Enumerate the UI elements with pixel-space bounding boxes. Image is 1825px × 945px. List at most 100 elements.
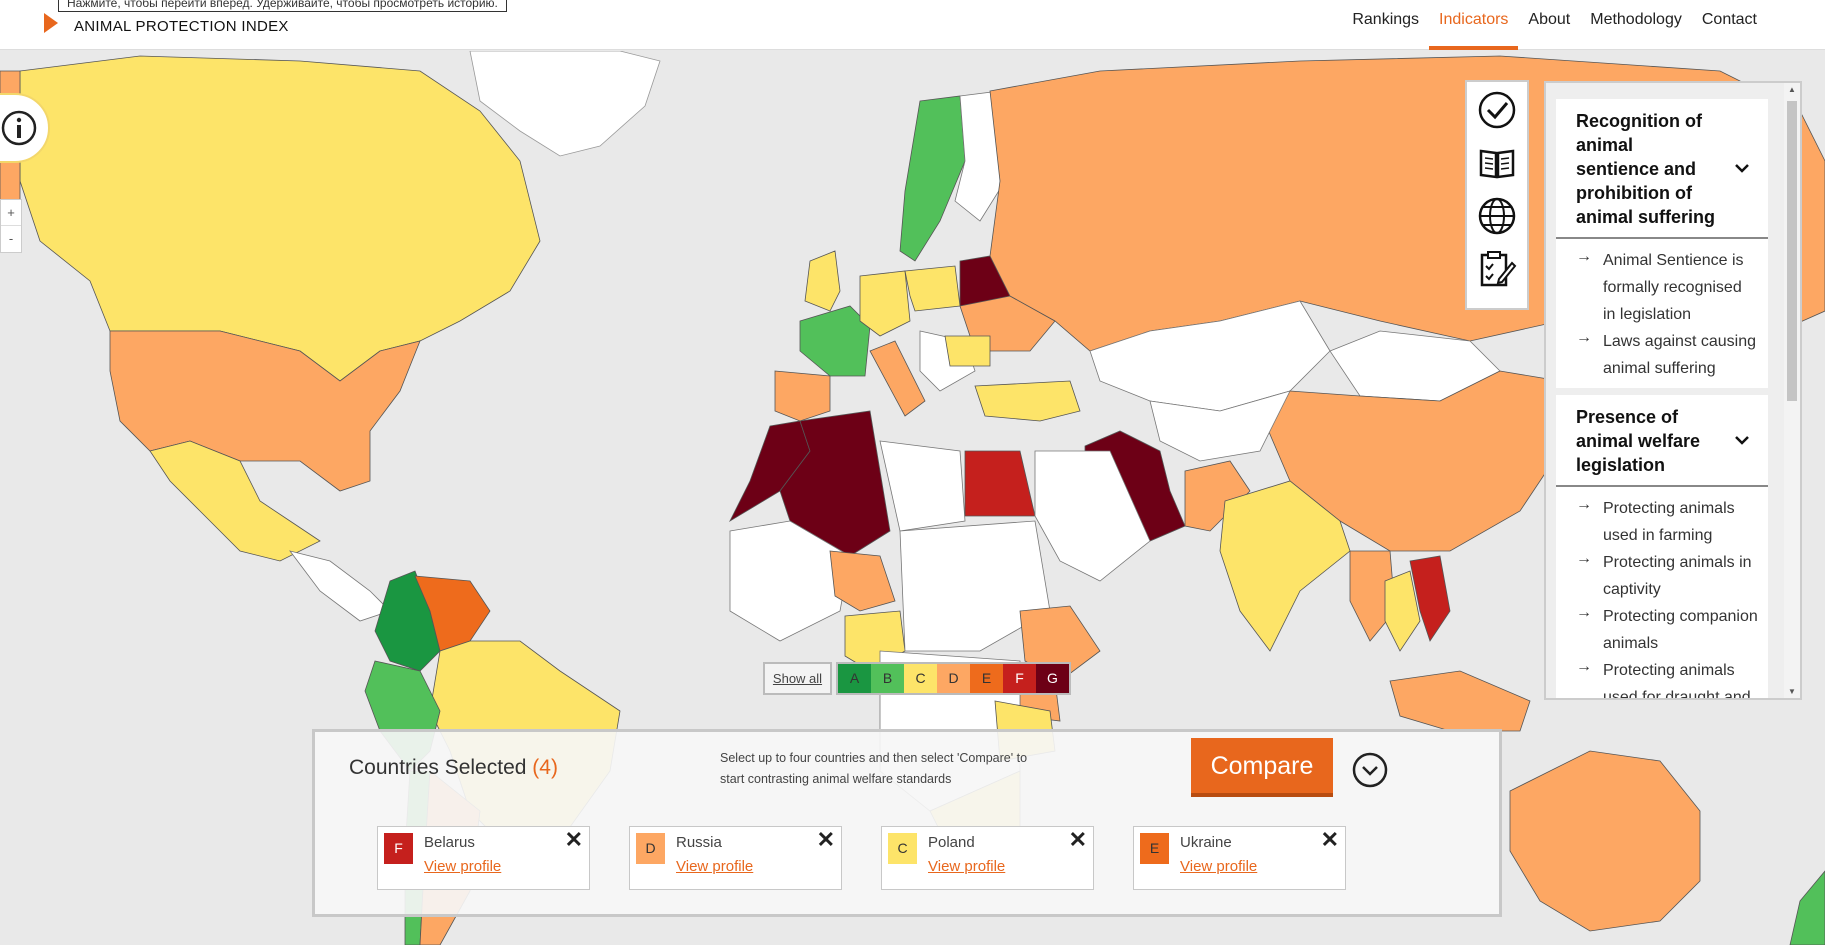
country-libya[interactable] <box>879 440 966 532</box>
chevron-down-icon <box>1735 436 1749 445</box>
grade-f-filter[interactable]: F <box>1003 664 1036 693</box>
countries-selected-label: Countries Selected (4) <box>349 756 558 779</box>
indicator-item[interactable]: → Protecting animals in captivity <box>1576 549 1758 603</box>
scroll-up-icon[interactable]: ▲ <box>1788 85 1796 94</box>
country-india[interactable] <box>1219 480 1351 652</box>
arrow-right-icon: → <box>1576 658 1592 675</box>
view-profile-link[interactable]: View profile <box>1180 858 1258 875</box>
remove-country-icon[interactable]: ✕ <box>1068 827 1087 852</box>
arrow-right-icon: → <box>1576 248 1592 265</box>
country-sudan-chad[interactable] <box>899 520 1051 652</box>
country-indonesia[interactable] <box>1389 670 1531 732</box>
indicator-section-header[interactable]: Presence of animal welfare legislation <box>1556 395 1768 487</box>
indicator-item[interactable]: → Animal Sentience is formally recognised… <box>1576 247 1758 328</box>
scroll-down-icon[interactable]: ▼ <box>1788 687 1796 696</box>
grade-badge: C <box>888 833 917 864</box>
remove-country-icon[interactable]: ✕ <box>816 827 835 852</box>
country-turkey[interactable] <box>974 380 1081 422</box>
country-new-zealand[interactable] <box>1789 870 1825 945</box>
chevron-down-circle-icon <box>1352 752 1388 788</box>
show-all-button[interactable]: Show all <box>763 662 832 695</box>
nav-methodology[interactable]: Methodology <box>1590 11 1682 28</box>
selected-country-card: C Poland View profile ✕ <box>881 826 1094 890</box>
zoom-control: + - <box>0 199 22 253</box>
grade-legend: Show all A B C D E F G <box>763 662 1071 695</box>
tool-clipboard[interactable] <box>1467 244 1527 294</box>
country-arabia[interactable] <box>1034 450 1151 582</box>
arrow-right-icon: → <box>1576 604 1592 621</box>
view-profile-link[interactable]: View profile <box>424 858 502 875</box>
zoom-out-button[interactable]: - <box>8 231 14 246</box>
country-greenland[interactable] <box>469 51 661 157</box>
grade-badge: F <box>384 833 413 864</box>
grade-b-filter[interactable]: B <box>871 664 904 693</box>
country-romania[interactable] <box>944 335 991 367</box>
country-france[interactable] <box>799 305 871 377</box>
grade-badge: E <box>1140 833 1169 864</box>
country-kazakhstan[interactable] <box>1089 300 1331 412</box>
indicators-panel: Recognition of animal sentience and proh… <box>1544 81 1802 700</box>
country-usa[interactable] <box>109 330 421 492</box>
country-uk[interactable] <box>804 250 841 312</box>
indicator-item[interactable]: → Laws against causing animal suffering <box>1576 328 1758 382</box>
nav-about[interactable]: About <box>1528 11 1571 28</box>
selected-country-card: F Belarus View profile ✕ <box>377 826 590 890</box>
tool-check[interactable] <box>1467 85 1527 135</box>
selected-country-card: E Ukraine View profile ✕ <box>1133 826 1346 890</box>
brand-name[interactable]: ANIMAL PROTECTION INDEX <box>74 18 289 35</box>
country-central-asia[interactable] <box>1149 390 1291 462</box>
country-australia[interactable] <box>1509 750 1701 932</box>
country-name: Poland <box>928 834 975 851</box>
scrollbar-thumb[interactable] <box>1787 101 1797 401</box>
view-profile-link[interactable]: View profile <box>928 858 1006 875</box>
chevron-down-icon <box>1735 164 1749 173</box>
country-mexico[interactable] <box>149 440 321 562</box>
main-nav: Rankings Indicators About Methodology Co… <box>1342 0 1767 50</box>
tool-panel <box>1465 80 1529 310</box>
country-germany[interactable] <box>859 270 911 337</box>
country-name: Belarus <box>424 834 475 851</box>
browser-tooltip: Нажмите, чтобы перейти вперед. Удерживай… <box>58 0 507 12</box>
remove-country-icon[interactable]: ✕ <box>1320 827 1339 852</box>
logo-arrow-icon[interactable] <box>44 13 58 33</box>
nav-indicators[interactable]: Indicators <box>1429 0 1519 50</box>
country-west-africa[interactable] <box>729 520 851 642</box>
country-name: Russia <box>676 834 722 851</box>
indicator-section-header[interactable]: Recognition of animal sentience and proh… <box>1556 99 1768 239</box>
indicator-section: Presence of animal welfare legislation →… <box>1556 395 1768 698</box>
book-icon <box>1479 149 1515 179</box>
zoom-in-button[interactable]: + <box>1 200 21 226</box>
selected-count: (4) <box>532 756 558 779</box>
country-vietnam[interactable] <box>1409 555 1451 642</box>
country-myanmar[interactable] <box>1349 550 1396 642</box>
nav-contact[interactable]: Contact <box>1701 11 1757 28</box>
indicator-item[interactable]: → Protecting animals used in farming <box>1576 495 1758 549</box>
tool-globe[interactable] <box>1467 191 1527 241</box>
country-italy[interactable] <box>869 340 926 417</box>
collapse-button[interactable] <box>1352 752 1388 793</box>
indicators-scrollbar[interactable]: ▲ ▼ <box>1784 83 1800 698</box>
indicator-item[interactable]: → Protecting companion animals <box>1576 603 1758 657</box>
compare-button[interactable]: Compare <box>1191 738 1333 797</box>
grade-badge: D <box>636 833 665 864</box>
grade-d-filter[interactable]: D <box>937 664 970 693</box>
country-thailand[interactable] <box>1384 570 1421 652</box>
tool-book[interactable] <box>1467 138 1527 188</box>
grade-a-filter[interactable]: A <box>838 664 871 693</box>
indicator-item[interactable]: → Protecting animals used for draught and <box>1576 657 1758 698</box>
check-circle-icon <box>1478 91 1516 129</box>
country-poland[interactable] <box>904 265 961 312</box>
grade-g-filter[interactable]: G <box>1036 664 1069 693</box>
selected-country-card: D Russia View profile ✕ <box>629 826 842 890</box>
nav-rankings[interactable]: Rankings <box>1352 11 1420 28</box>
remove-country-icon[interactable]: ✕ <box>564 827 583 852</box>
arrow-right-icon: → <box>1576 329 1592 346</box>
indicator-section-title: Presence of animal welfare legislation <box>1576 407 1701 475</box>
grade-c-filter[interactable]: C <box>904 664 937 693</box>
globe-icon <box>1478 197 1516 235</box>
grade-e-filter[interactable]: E <box>970 664 1003 693</box>
country-spain[interactable] <box>774 370 831 422</box>
country-mali-niger[interactable] <box>829 550 896 612</box>
compare-hint: Select up to four countries and then sel… <box>720 751 1028 786</box>
view-profile-link[interactable]: View profile <box>676 858 754 875</box>
